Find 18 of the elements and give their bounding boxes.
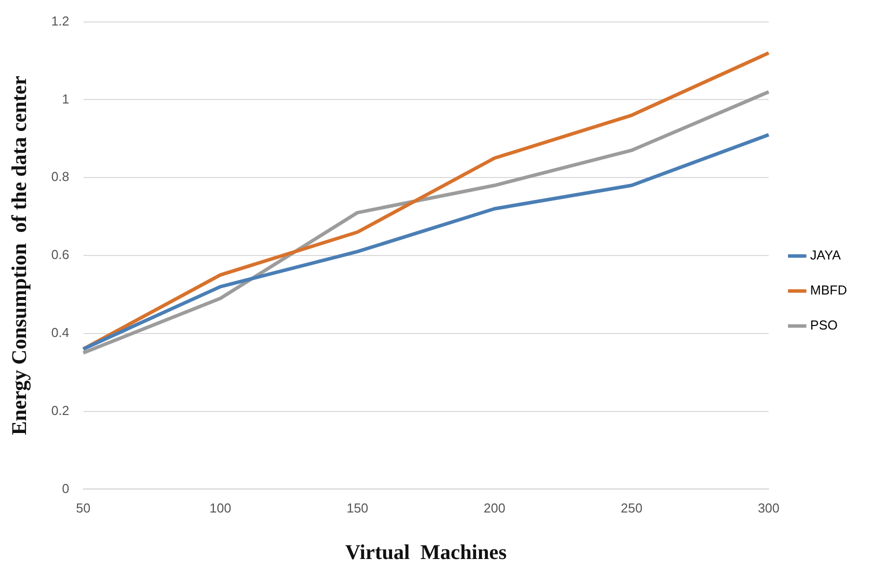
legend-label: JAYA xyxy=(810,248,842,263)
x-tick-label: 100 xyxy=(210,500,232,516)
x-tick-label: 50 xyxy=(76,500,91,516)
legend-label: PSO xyxy=(810,318,838,333)
y-tick-label: 0.2 xyxy=(51,402,70,418)
x-tick-label: 150 xyxy=(346,500,368,516)
y-tick-label: 0 xyxy=(62,480,70,496)
y-tick-label: 1.2 xyxy=(51,13,70,28)
y-axis-title: Energy Consumption of the data center xyxy=(7,76,32,436)
legend-label: MBFD xyxy=(810,282,848,298)
x-tick-label: 300 xyxy=(758,500,780,516)
y-tick-label: 0.4 xyxy=(51,324,70,340)
y-tick-label: 0.6 xyxy=(51,247,70,262)
x-tick-label: 200 xyxy=(484,500,506,516)
y-tick-label: 0.8 xyxy=(51,169,70,184)
x-tick-label: 250 xyxy=(620,500,642,516)
y-tick-label: 1 xyxy=(62,91,70,106)
x-axis-title: Virtual Machines xyxy=(345,540,507,564)
